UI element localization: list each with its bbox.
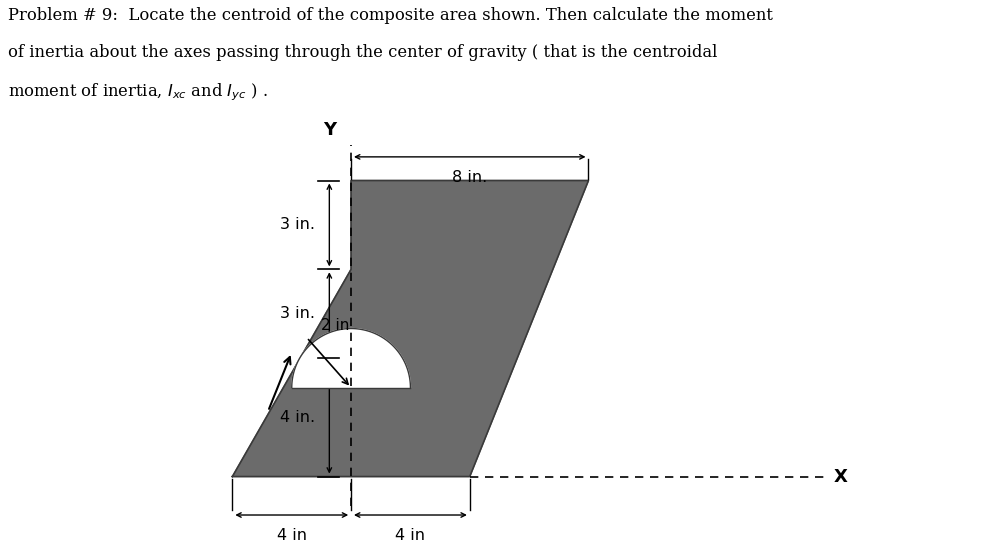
Text: 3 in.: 3 in. xyxy=(281,217,316,233)
Text: Y: Y xyxy=(323,121,336,139)
Text: X: X xyxy=(834,468,848,486)
Text: moment of inertia, $I_{xc}$ and $I_{yc}$ ) .: moment of inertia, $I_{xc}$ and $I_{yc}$… xyxy=(8,82,268,104)
Text: 4 in: 4 in xyxy=(277,528,307,543)
Text: 2 in: 2 in xyxy=(322,318,350,334)
Text: Problem # 9:  Locate the centroid of the composite area shown. Then calculate th: Problem # 9: Locate the centroid of the … xyxy=(8,7,773,24)
Polygon shape xyxy=(232,180,589,476)
Text: 3 in.: 3 in. xyxy=(281,306,316,321)
Text: of inertia about the axes passing through the center of gravity ( that is the ce: of inertia about the axes passing throug… xyxy=(8,44,717,62)
Text: 8 in.: 8 in. xyxy=(452,169,488,185)
Text: 4 in: 4 in xyxy=(395,528,426,543)
Polygon shape xyxy=(291,329,410,387)
Text: 4 in.: 4 in. xyxy=(281,410,316,425)
